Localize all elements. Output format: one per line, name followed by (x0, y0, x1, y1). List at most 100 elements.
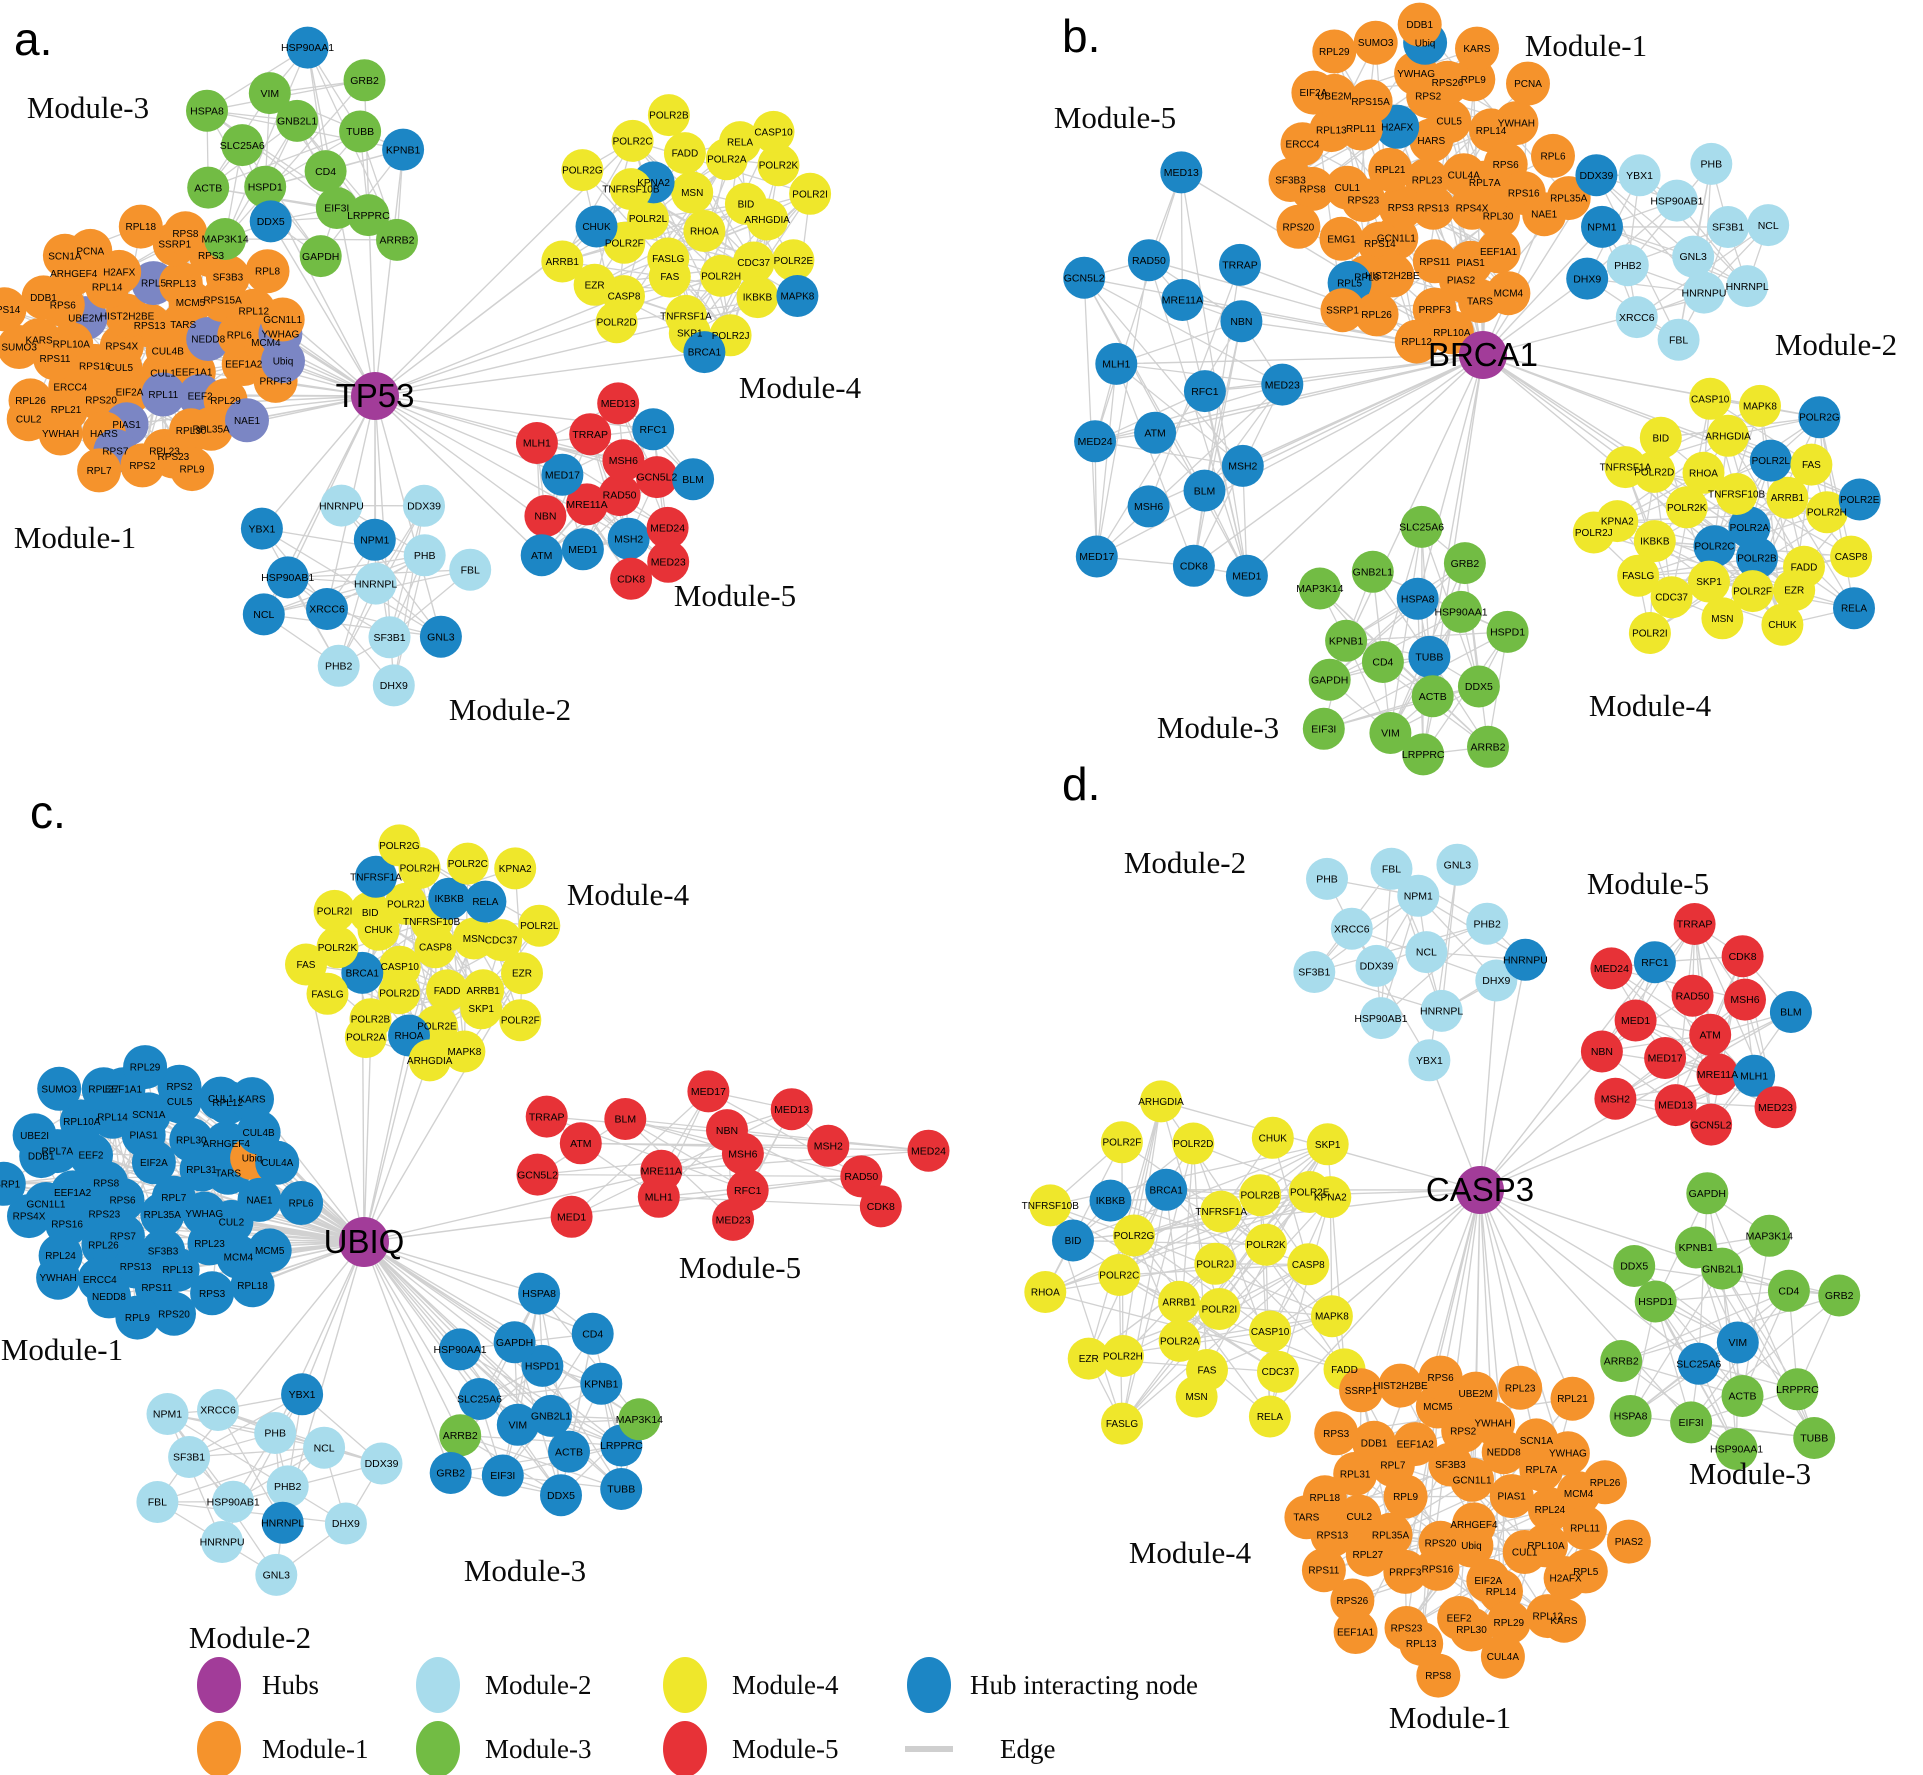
node-CUL1[interactable] (198, 1076, 243, 1121)
node-MAP3K14[interactable] (1748, 1214, 1791, 1257)
node-RPS23[interactable] (82, 1192, 127, 1237)
node-BID[interactable] (1639, 416, 1682, 459)
node-CD4[interactable] (571, 1312, 614, 1355)
node-ATM[interactable] (1689, 1013, 1732, 1056)
node-HSP90AA1[interactable] (439, 1328, 482, 1371)
node-POLR2C[interactable] (1098, 1254, 1141, 1296)
node-HSPD1[interactable] (521, 1344, 564, 1387)
node-XRCC6[interactable] (1615, 296, 1658, 339)
node-BLM[interactable] (604, 1098, 647, 1140)
node-POLR2F[interactable] (1731, 570, 1774, 613)
node-XRCC6[interactable] (306, 588, 348, 630)
node-SKP1[interactable] (1688, 560, 1730, 603)
node-CHUK[interactable] (1761, 603, 1804, 646)
node-PHB[interactable] (1690, 142, 1733, 185)
node-HSPA8[interactable] (1396, 577, 1439, 620)
node-Ubiq[interactable] (261, 339, 305, 384)
node-GNB2L1[interactable] (276, 99, 319, 142)
node-TNFRSF1A[interactable] (1200, 1190, 1243, 1233)
node-MED24[interactable] (907, 1129, 950, 1172)
node-HNRNPU[interactable] (1683, 271, 1725, 314)
node-POLR2K[interactable] (316, 926, 359, 969)
node-RPL27[interactable] (81, 1067, 126, 1112)
node-DHX9[interactable] (372, 664, 415, 707)
node-RPL30[interactable] (169, 1117, 214, 1162)
node-RPS4X[interactable] (7, 1194, 51, 1239)
node-RELA[interactable] (464, 880, 507, 923)
node-POLR2K[interactable] (1245, 1223, 1287, 1266)
node-TRRAP[interactable] (1219, 243, 1261, 286)
node-SUMO3[interactable] (0, 325, 42, 369)
node-POLR2K[interactable] (1665, 486, 1708, 529)
node-VIM[interactable] (1716, 1321, 1759, 1364)
node-KPNB1[interactable] (382, 128, 425, 171)
node-RPS16[interactable] (1415, 1546, 1460, 1591)
node-MAP3K14[interactable] (618, 1398, 661, 1441)
node-YWHAH[interactable] (1494, 101, 1539, 146)
node-HSP90AB1[interactable] (266, 556, 309, 599)
node-RPL21[interactable] (1550, 1376, 1595, 1421)
node-ATM[interactable] (559, 1122, 602, 1165)
node-RPL26[interactable] (1354, 292, 1399, 337)
node-GCN5L2[interactable] (635, 456, 678, 499)
node-MRE11A[interactable] (1161, 279, 1204, 321)
node-BRCA1[interactable] (683, 331, 726, 374)
node-DDX39[interactable] (1575, 154, 1618, 197)
node-GRB2[interactable] (429, 1452, 472, 1494)
node-IKBKB[interactable] (736, 276, 779, 319)
node-MAPK8[interactable] (443, 1030, 486, 1073)
node-POLR2G[interactable] (1798, 396, 1841, 439)
node-ATM[interactable] (520, 534, 563, 577)
node-RFC1[interactable] (1633, 941, 1676, 984)
node-RAD50[interactable] (1671, 974, 1714, 1017)
node-MED1[interactable] (1225, 554, 1268, 597)
node-SLC25A6[interactable] (221, 124, 264, 167)
node-POLR2I[interactable] (1198, 1288, 1241, 1330)
node-FASLG[interactable] (1101, 1402, 1143, 1445)
node-RPL26[interactable] (1583, 1460, 1627, 1505)
node-ARRB2[interactable] (439, 1414, 482, 1457)
node-DDB1[interactable] (21, 275, 66, 320)
node-RPL29[interactable] (1486, 1600, 1531, 1645)
node-MCM5[interactable] (247, 1228, 292, 1273)
node-POLR2I[interactable] (789, 172, 832, 215)
node-EZR[interactable] (573, 263, 616, 306)
node-RFC1[interactable] (1183, 370, 1226, 413)
node-RELA[interactable] (1833, 587, 1875, 630)
node-MED23[interactable] (647, 540, 690, 583)
node-POLR2F[interactable] (499, 999, 542, 1042)
node-MCM4[interactable] (1486, 271, 1531, 316)
node-ARRB1[interactable] (1766, 476, 1809, 519)
node-MLH1[interactable] (515, 422, 558, 464)
node-ACTB[interactable] (1411, 675, 1454, 718)
node-LRPPRC[interactable] (1776, 1368, 1819, 1411)
node-RHOA[interactable] (683, 210, 726, 252)
node-LRPPRC[interactable] (1402, 733, 1445, 776)
node-RPL11[interactable] (141, 372, 186, 417)
node-RPS3[interactable] (1314, 1411, 1359, 1456)
node-UBE2I[interactable] (12, 1113, 57, 1158)
node-MLH1[interactable] (637, 1175, 680, 1218)
hub-CASP3[interactable] (1456, 1166, 1504, 1214)
hub-UBIQ[interactable] (339, 1217, 389, 1267)
node-POLR2L[interactable] (518, 904, 561, 947)
node-FBL[interactable] (136, 1481, 179, 1523)
node-CUL4A[interactable] (255, 1140, 300, 1185)
node-GRB2[interactable] (1818, 1274, 1861, 1317)
node-ARRB1[interactable] (541, 240, 584, 283)
node-MED13[interactable] (597, 382, 640, 425)
node-RPL18[interactable] (118, 204, 163, 249)
node-DHX9[interactable] (324, 1502, 367, 1545)
node-ERCC4[interactable] (1280, 122, 1325, 167)
node-HSP90AB1[interactable] (1359, 997, 1402, 1040)
node-PHB[interactable] (254, 1412, 297, 1454)
node-PHB2[interactable] (1606, 244, 1649, 287)
node-RPS11[interactable] (1301, 1548, 1346, 1593)
node-Ubiq[interactable] (1449, 1523, 1494, 1568)
node-MAP3K14[interactable] (1298, 567, 1341, 610)
node-GRB2[interactable] (343, 59, 386, 102)
node-GCN5L2[interactable] (516, 1153, 559, 1196)
node-CD4[interactable] (1361, 641, 1404, 683)
node-MSH2[interactable] (807, 1124, 850, 1167)
node-HSPD1[interactable] (1634, 1280, 1677, 1323)
